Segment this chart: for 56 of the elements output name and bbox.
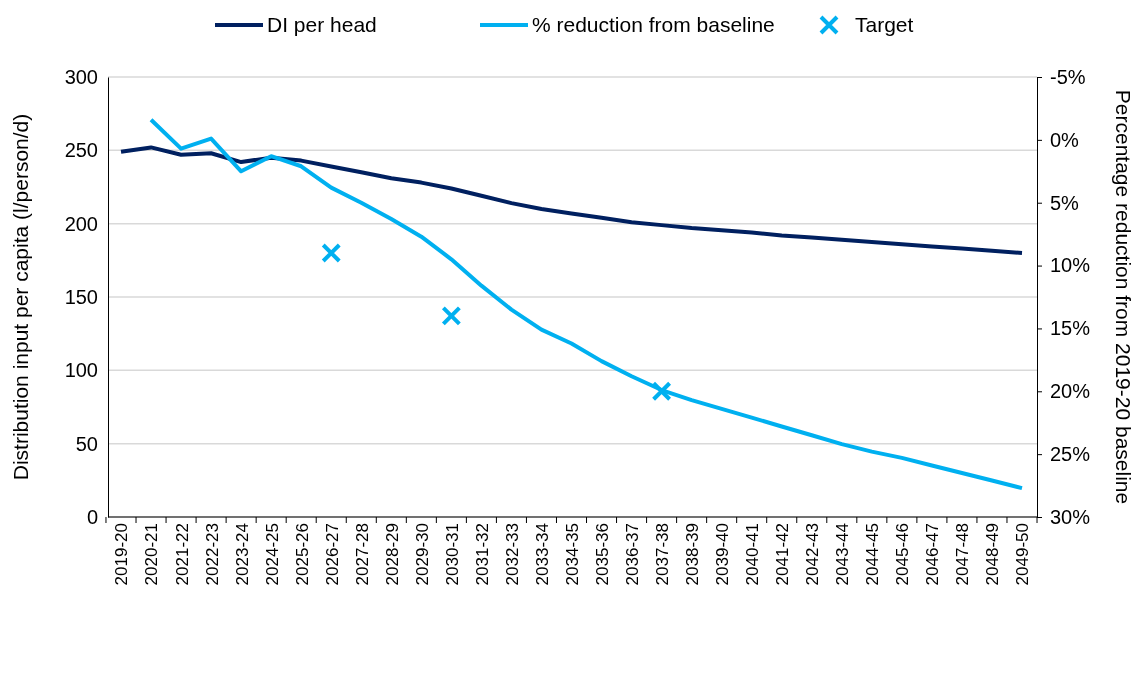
y-tick-label: 300 xyxy=(64,65,98,88)
legend-label: DI per head xyxy=(267,13,377,36)
x-tick-label: 2039-40 xyxy=(713,523,733,586)
line-series xyxy=(119,145,1024,255)
y2-tick-label: 10% xyxy=(1050,254,1091,277)
x-tick-label: 2049-50 xyxy=(1013,523,1033,586)
y-tick-label: 100 xyxy=(64,359,98,382)
x-tick-label: 2024-25 xyxy=(262,523,282,586)
x-tick-label: 2045-46 xyxy=(893,523,913,586)
x-tick-label: 2044-45 xyxy=(863,523,883,586)
x-tick-label: 2041-42 xyxy=(773,523,793,586)
y2-tick-label: -5% xyxy=(1050,65,1086,88)
x-tick-label: 2033-34 xyxy=(532,523,552,586)
x-tick-label: 2043-44 xyxy=(833,523,853,586)
point xyxy=(651,381,672,402)
y2-tick-label: 15% xyxy=(1050,317,1091,340)
y-tick-label: 150 xyxy=(64,285,98,308)
x-tick-label: 2027-28 xyxy=(352,523,372,586)
y-axis-title: Distribution input per capita (l/person/d) xyxy=(9,113,32,481)
x-tick-label: 2029-30 xyxy=(412,523,432,586)
y2-tick-label: 5% xyxy=(1050,191,1080,214)
x-tick-label: 2025-26 xyxy=(292,523,312,586)
x-tick-label: 2037-38 xyxy=(653,523,673,586)
y-tick-label: 0 xyxy=(86,505,98,528)
y-tick-label: 50 xyxy=(75,432,98,455)
x-tick-label: 2040-41 xyxy=(743,523,763,586)
x-tick-label: 2022-23 xyxy=(202,523,222,586)
y2-axis-title: Percentage reduction from 2019-20 baseline xyxy=(1112,89,1135,505)
x-tick-label: 2042-43 xyxy=(803,523,823,586)
x-tick-label: 2020-21 xyxy=(142,523,162,586)
y2-tick-label: 0% xyxy=(1050,128,1080,151)
point xyxy=(321,243,342,263)
x-tick-label: 2021-22 xyxy=(172,523,192,586)
x-tick-label: 2046-47 xyxy=(923,523,943,586)
x-tick-label: 2031-32 xyxy=(472,523,492,586)
y2-tick-label: 30% xyxy=(1050,505,1091,528)
legend-label: Target xyxy=(855,13,914,36)
x-tick-label: 2036-37 xyxy=(623,523,643,586)
x-tick-label: 2028-29 xyxy=(382,523,402,586)
x-tick-label: 2019-20 xyxy=(112,523,132,586)
x-tick-label: 2035-36 xyxy=(592,523,612,586)
legend-label: % reduction from baseline xyxy=(532,13,775,36)
x-tick-label: 2023-24 xyxy=(232,523,252,586)
x-tick-label: 2032-33 xyxy=(502,523,522,586)
y-tick-label: 250 xyxy=(64,139,98,162)
x-tick-label: 2030-31 xyxy=(442,523,462,586)
point xyxy=(441,305,462,326)
line-series xyxy=(149,117,1024,491)
y2-tick-label: 25% xyxy=(1050,443,1091,466)
x-tick-label: 2034-35 xyxy=(562,523,582,586)
x-tick-label: 2038-39 xyxy=(683,523,703,586)
x-tick-label: 2026-27 xyxy=(322,523,342,586)
x-tick-label: 2048-49 xyxy=(983,523,1003,586)
y-tick-label: 200 xyxy=(64,212,98,235)
x-tick-label: 2047-48 xyxy=(953,523,973,586)
y2-tick-label: 20% xyxy=(1050,380,1091,403)
